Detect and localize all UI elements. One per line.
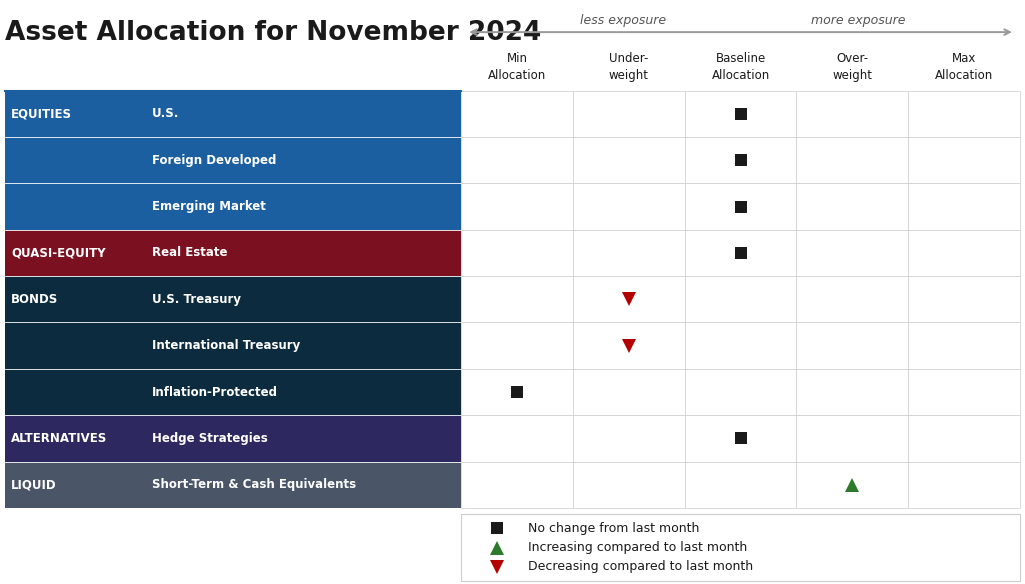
Bar bbox=[796, 183, 908, 230]
Bar bbox=[908, 183, 1020, 230]
Bar bbox=[908, 230, 1020, 276]
Text: Inflation-Protected: Inflation-Protected bbox=[152, 385, 278, 399]
Text: Decreasing compared to last month: Decreasing compared to last month bbox=[528, 560, 753, 573]
Bar bbox=[573, 369, 685, 415]
Bar bbox=[685, 415, 796, 462]
Bar bbox=[573, 462, 685, 508]
Bar bbox=[908, 276, 1020, 322]
Bar bbox=[685, 369, 796, 415]
Text: less exposure: less exposure bbox=[580, 15, 666, 27]
Bar bbox=[461, 369, 573, 415]
Bar bbox=[461, 415, 573, 462]
Bar bbox=[5, 230, 461, 276]
Bar bbox=[796, 322, 908, 369]
Bar bbox=[573, 91, 685, 137]
Bar bbox=[461, 230, 573, 276]
Text: Increasing compared to last month: Increasing compared to last month bbox=[528, 541, 747, 554]
Bar bbox=[461, 462, 573, 508]
Bar bbox=[5, 276, 461, 322]
Bar bbox=[573, 322, 685, 369]
Text: International Treasury: International Treasury bbox=[152, 339, 300, 352]
Text: weight: weight bbox=[609, 69, 649, 82]
Bar bbox=[908, 322, 1020, 369]
Text: Short-Term & Cash Equivalents: Short-Term & Cash Equivalents bbox=[152, 478, 356, 491]
Text: Asset Allocation for November 2024: Asset Allocation for November 2024 bbox=[5, 20, 541, 47]
Bar bbox=[461, 137, 573, 183]
Text: more exposure: more exposure bbox=[811, 15, 905, 27]
Text: Allocation: Allocation bbox=[488, 69, 546, 82]
Bar bbox=[796, 462, 908, 508]
Bar bbox=[5, 322, 461, 369]
Bar bbox=[685, 462, 796, 508]
Text: No change from last month: No change from last month bbox=[528, 522, 699, 535]
Bar bbox=[573, 183, 685, 230]
Bar bbox=[908, 415, 1020, 462]
Bar bbox=[908, 91, 1020, 137]
Text: ALTERNATIVES: ALTERNATIVES bbox=[11, 432, 108, 445]
Bar bbox=[5, 462, 461, 508]
Text: Over-: Over- bbox=[836, 53, 868, 65]
Bar bbox=[908, 462, 1020, 508]
Bar bbox=[573, 230, 685, 276]
Bar bbox=[685, 276, 796, 322]
Bar bbox=[5, 137, 461, 183]
Text: LIQUID: LIQUID bbox=[11, 478, 57, 491]
Text: Under-: Under- bbox=[609, 53, 649, 65]
Text: Max: Max bbox=[952, 53, 976, 65]
Bar bbox=[796, 91, 908, 137]
Text: Allocation: Allocation bbox=[935, 69, 993, 82]
Text: U.S.: U.S. bbox=[152, 107, 179, 120]
Text: weight: weight bbox=[832, 69, 872, 82]
Bar bbox=[5, 91, 461, 137]
Text: Allocation: Allocation bbox=[711, 69, 770, 82]
Bar bbox=[573, 415, 685, 462]
Text: QUASI-EQUITY: QUASI-EQUITY bbox=[11, 246, 106, 259]
Bar bbox=[461, 322, 573, 369]
Bar bbox=[5, 183, 461, 230]
Text: Emerging Market: Emerging Market bbox=[152, 200, 265, 213]
Text: BONDS: BONDS bbox=[11, 293, 58, 306]
Bar bbox=[796, 276, 908, 322]
Bar bbox=[461, 514, 1020, 581]
Bar bbox=[461, 276, 573, 322]
Bar bbox=[685, 137, 796, 183]
Bar bbox=[685, 183, 796, 230]
Bar bbox=[796, 415, 908, 462]
Bar bbox=[685, 322, 796, 369]
Bar bbox=[685, 91, 796, 137]
Text: EQUITIES: EQUITIES bbox=[11, 107, 73, 120]
Bar bbox=[573, 137, 685, 183]
Bar bbox=[461, 183, 573, 230]
Text: Foreign Developed: Foreign Developed bbox=[152, 154, 276, 166]
Text: Hedge Strategies: Hedge Strategies bbox=[152, 432, 268, 445]
Bar bbox=[908, 369, 1020, 415]
Bar bbox=[908, 137, 1020, 183]
Bar bbox=[796, 230, 908, 276]
Text: Real Estate: Real Estate bbox=[152, 246, 228, 259]
Bar bbox=[5, 369, 461, 415]
Text: Baseline: Baseline bbox=[715, 53, 766, 65]
Bar bbox=[685, 230, 796, 276]
Bar bbox=[796, 369, 908, 415]
Bar bbox=[573, 276, 685, 322]
Text: U.S. Treasury: U.S. Treasury bbox=[152, 293, 241, 306]
Bar bbox=[796, 137, 908, 183]
Bar bbox=[461, 91, 573, 137]
Bar bbox=[5, 415, 461, 462]
Text: Min: Min bbox=[506, 53, 528, 65]
